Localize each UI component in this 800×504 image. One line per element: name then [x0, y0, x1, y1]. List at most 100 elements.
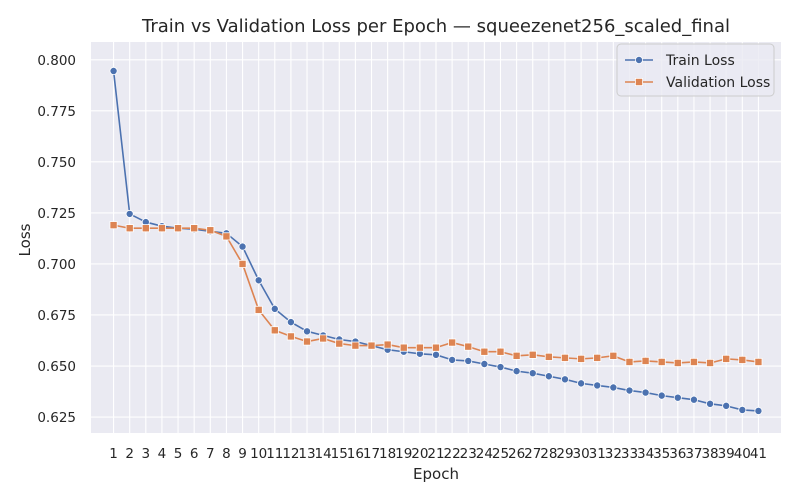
validation-loss-point [544, 352, 553, 361]
validation-loss-point [399, 343, 408, 352]
validation-loss-point [673, 358, 682, 367]
train-loss-point [109, 66, 118, 75]
y-tick-label: 0.800 [37, 53, 76, 69]
validation-loss-point [512, 351, 521, 360]
validation-loss-point [480, 347, 489, 356]
x-tick-label: 7 [206, 446, 215, 462]
validation-loss-point [157, 224, 166, 233]
x-tick-label: 23 [460, 446, 477, 462]
x-axis-label: Epoch [413, 465, 459, 483]
validation-loss-point [722, 354, 731, 363]
train-loss-point [593, 381, 602, 390]
train-loss-point [673, 393, 682, 402]
validation-loss-point [367, 341, 376, 350]
validation-loss-point [109, 221, 118, 230]
grid-layer [91, 42, 781, 433]
y-tick-label: 0.725 [37, 206, 76, 222]
validation-loss-point [706, 358, 715, 367]
y-axis-label: Loss [16, 223, 34, 256]
validation-loss-point [415, 343, 424, 352]
x-tick-label: 20 [411, 446, 428, 462]
train-loss-point [689, 395, 698, 404]
y-tick-label: 0.675 [37, 308, 76, 324]
x-tick-label: 9 [238, 446, 247, 462]
validation-loss-point [754, 357, 763, 366]
x-tick-label: 32 [605, 446, 622, 462]
train-loss-point [512, 367, 521, 376]
train-loss-point [303, 327, 312, 336]
x-tick-layer: 1 2 3 4 5 6 7 8 9 1011121314151617181920212223242… [109, 446, 767, 462]
x-tick-label: 22 [444, 446, 461, 462]
validation-loss-point [254, 305, 263, 314]
y-tick-layer: 0.625 0.650 0.675 0.700 0.725 0.750 0.775 0.800 [37, 53, 76, 426]
validation-loss-point [738, 355, 747, 364]
validation-loss-point [528, 350, 537, 359]
train-loss-point [238, 242, 247, 251]
train-loss-point [657, 391, 666, 400]
legend-train-marker [635, 56, 644, 65]
validation-loss-point [319, 334, 328, 343]
y-tick-label: 0.750 [37, 155, 76, 171]
x-tick-label: 37 [685, 446, 702, 462]
train-loss-point [448, 355, 457, 364]
train-loss-point [754, 406, 763, 415]
x-tick-label: 8 [222, 446, 231, 462]
x-tick-label: 27 [524, 446, 541, 462]
x-tick-label: 29 [556, 446, 573, 462]
chart-title: Train vs Validation Loss per Epoch — squ… [141, 16, 730, 37]
validation-loss-point [577, 354, 586, 363]
train-loss-point [431, 350, 440, 359]
x-tick-label: 33 [621, 446, 638, 462]
x-tick-label: 5 [174, 446, 183, 462]
x-tick-label: 18 [379, 446, 396, 462]
train-loss-point [270, 304, 279, 313]
validation-loss-point [496, 347, 505, 356]
x-tick-label: 16 [347, 446, 364, 462]
x-tick-label: 24 [476, 446, 493, 462]
x-tick-label: 4 [158, 446, 167, 462]
x-tick-label: 19 [395, 446, 412, 462]
train-loss-point [577, 379, 586, 388]
train-loss-point [464, 356, 473, 365]
x-tick-label: 25 [492, 446, 509, 462]
validation-loss-point [238, 259, 247, 268]
legend-train-label: Train Loss [665, 53, 735, 69]
legend-validation-marker [635, 78, 644, 87]
legend-validation-label: Validation Loss [666, 75, 770, 91]
series-layer [109, 66, 763, 415]
train-loss-point [528, 369, 537, 378]
x-tick-label: 36 [669, 446, 686, 462]
x-tick-label: 28 [540, 446, 557, 462]
train-loss-point [609, 383, 618, 392]
train-loss-point [480, 359, 489, 368]
x-tick-label: 6 [190, 446, 199, 462]
legend: Train Loss Validation Loss [616, 43, 775, 97]
validation-loss-point [464, 342, 473, 351]
x-tick-label: 26 [508, 446, 525, 462]
train-loss-point [625, 386, 634, 395]
x-tick-label: 13 [298, 446, 315, 462]
validation-loss-point [270, 326, 279, 335]
x-tick-label: 10 [250, 446, 267, 462]
y-tick-label: 0.650 [37, 359, 76, 375]
x-tick-label: 35 [653, 446, 670, 462]
x-tick-label: 17 [363, 446, 380, 462]
x-tick-label: 39 [718, 446, 735, 462]
x-tick-label: 30 [572, 446, 589, 462]
validation-loss-point [141, 224, 150, 233]
validation-loss-point [625, 357, 634, 366]
validation-loss-point [190, 224, 199, 233]
validation-loss-point [431, 343, 440, 352]
validation-loss-point [560, 353, 569, 362]
validation-loss-point [206, 226, 215, 235]
y-tick-label: 0.625 [37, 410, 76, 426]
x-tick-label: 12 [282, 446, 299, 462]
validation-loss-point [174, 224, 183, 233]
validation-loss-point [222, 232, 231, 241]
x-tick-label: 15 [331, 446, 348, 462]
x-tick-label: 14 [315, 446, 332, 462]
train-loss-point [544, 372, 553, 381]
train-loss-point [125, 209, 134, 218]
